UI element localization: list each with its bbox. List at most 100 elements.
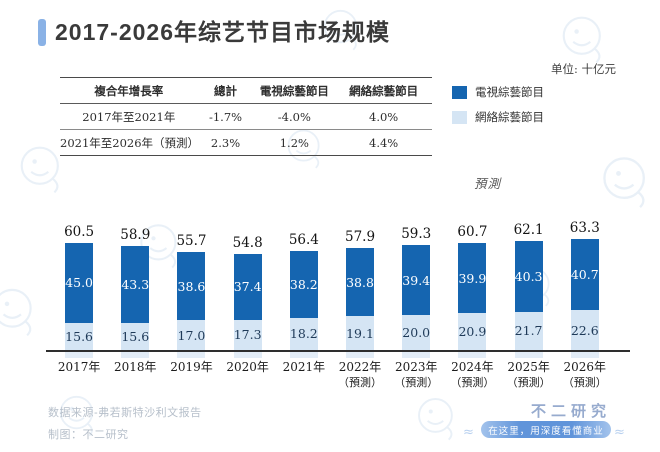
stacked-bar: 40.7 22.6 — [570, 238, 599, 350]
bar-reflection — [570, 352, 599, 358]
x-axis-year: 2024年 — [451, 360, 494, 374]
x-axis-year: 2020年 — [226, 360, 269, 374]
bar-segment-web: 18.2 — [289, 317, 318, 350]
x-axis-label: 2025年 （預測） — [501, 352, 557, 390]
table-cell: 2017年至2021年 — [82, 109, 176, 124]
bar-group: 57.9 38.8 19.1 — [332, 229, 388, 350]
stacked-bar: 43.3 15.6 — [121, 246, 150, 350]
bar-segment-tv: 45.0 — [65, 243, 94, 323]
bar-segment-tv: 39.9 — [458, 243, 487, 314]
table-cell: 2.3% — [210, 135, 241, 150]
bar-reflection — [346, 352, 375, 358]
table-header-row: 複合年增長率 總計 電視綜藝節目 網絡綜藝節目 — [60, 78, 432, 104]
watermark-logo-icon — [59, 395, 94, 437]
bar-total-label: 63.3 — [569, 219, 600, 236]
bar-total-label: 56.4 — [288, 231, 319, 248]
bar-segment-web: 15.6 — [65, 322, 94, 350]
x-axis-label: 2024年 （預測） — [444, 352, 500, 390]
stacked-bar: 39.9 20.9 — [458, 243, 487, 350]
x-axis-forecast-note: （預測） — [394, 375, 439, 389]
bar-group: 55.7 38.6 17.0 — [163, 233, 219, 350]
chart-credit-text: 制图：不二研究 — [48, 429, 129, 441]
page-title: 2017-2026年综艺节目市场规模 — [55, 19, 390, 45]
x-axis-year: 2025年 — [507, 360, 550, 374]
publisher-logo: 不二研究 — [530, 403, 611, 420]
table-header-cell: 網絡綜藝節目 — [349, 83, 419, 98]
stacked-bar: 40.3 21.7 — [514, 240, 543, 350]
bar-total-label: 60.7 — [457, 224, 488, 240]
bar-segment-web: 15.6 — [121, 322, 150, 350]
title-accent-bar — [38, 19, 46, 46]
publisher-slogan: 在这里，用深度看懂商业 — [481, 421, 611, 438]
x-axis-year: 2019年 — [170, 360, 213, 374]
bar-group: 60.5 45.0 15.6 — [51, 224, 107, 350]
data-source-text: 数据来源-弗若斯特沙利文报告 — [48, 407, 202, 419]
bar-segment-tv: 38.2 — [289, 250, 318, 318]
x-axis-label: 2017年 — [51, 352, 107, 390]
bar-chart: 60.5 45.0 15.6 58.9 43.3 15.6 55.7 38.6 17.0 54.8… — [51, 220, 613, 350]
bar-reflection — [177, 352, 206, 358]
legend-swatch — [452, 85, 467, 99]
bar-reflection — [402, 352, 431, 358]
x-axis-year: 2023年 — [394, 360, 438, 374]
x-axis-year: 2021年 — [282, 360, 326, 374]
legend-item-tv: 電視綜藝節目 — [452, 84, 544, 100]
watermark-logo-icon — [140, 224, 177, 269]
bar-group: 62.1 40.3 21.7 — [501, 222, 557, 350]
bar-segment-web: 20.9 — [458, 313, 487, 350]
watermark-logo-icon — [0, 288, 32, 337]
table-header-cell: 總計 — [214, 83, 238, 98]
x-axis-forecast-note: （預測） — [450, 375, 495, 389]
bar-reflection — [233, 352, 262, 358]
bar-segment-tv: 43.3 — [121, 246, 150, 323]
stacked-bar: 38.2 18.2 — [289, 250, 318, 350]
bar-segment-tv: 37.4 — [233, 253, 262, 320]
x-axis-year: 2026年 — [563, 360, 607, 374]
stacked-bar: 38.8 19.1 — [346, 248, 375, 350]
bar-group: 59.3 39.4 20.0 — [388, 226, 444, 350]
x-axis-label: 2022年 （預測） — [332, 352, 388, 390]
x-axis-label: 2020年 — [220, 352, 276, 390]
bar-segment-web: 20.0 — [402, 314, 431, 350]
bar-group: 60.7 39.9 20.9 — [444, 224, 500, 350]
bar-segment-tv: 40.7 — [570, 238, 599, 311]
table-header-cell: 複合年增長率 — [94, 83, 164, 98]
stacked-bar: 45.0 15.6 — [65, 243, 94, 350]
forecast-note: 預測 — [474, 176, 502, 191]
bar-group: 56.4 38.2 18.2 — [276, 232, 332, 350]
watermark-logo-icon — [20, 146, 59, 194]
bar-reflection — [514, 352, 543, 358]
bar-total-label: 54.8 — [232, 234, 263, 251]
slogan-wing-icon: ≈ — [614, 425, 625, 440]
table-cell: -1.7% — [208, 109, 243, 124]
x-axis-line — [46, 350, 630, 352]
bar-total-label: 59.3 — [401, 226, 432, 243]
x-axis-label: 2021年 — [276, 352, 332, 390]
watermark-logo-icon — [603, 157, 645, 209]
cagr-table: 複合年增長率 總計 電視綜藝節目 網絡綜藝節目 2017年至2021年 -1.7… — [60, 77, 432, 156]
bar-total-label: 58.9 — [120, 227, 151, 244]
x-axis-label: 2023年 （預測） — [388, 352, 444, 390]
table-cell: 1.2% — [279, 135, 309, 150]
bar-group: 63.3 40.7 22.6 — [557, 220, 613, 350]
bar-segment-web: 21.7 — [514, 311, 543, 350]
watermark-logo-icon — [323, 9, 358, 51]
bar-segment-tv: 40.3 — [514, 240, 543, 312]
x-axis-year: 2022年 — [338, 360, 382, 374]
x-axis-labels: 2017年 2018年 2019年 2020年 2021年 2022年 （預測） 2023年（… — [51, 352, 613, 390]
stacked-bar: 37.4 17.3 — [233, 253, 262, 350]
bar-segment-web: 17.0 — [177, 320, 206, 350]
x-axis-forecast-note: （預測） — [506, 375, 551, 389]
x-axis-year: 2017年 — [57, 360, 101, 374]
stacked-bar: 39.4 20.0 — [402, 245, 431, 350]
table-header-cell: 電視綜藝節目 — [259, 83, 329, 98]
bar-total-label: 60.5 — [64, 224, 95, 241]
watermark-logo-icon — [562, 16, 601, 64]
watermark-logo-icon — [418, 398, 453, 441]
legend-label: 電視綜藝節目 — [475, 85, 544, 99]
bar-segment-tv: 39.4 — [402, 245, 431, 315]
unit-label: 单位: 十亿元 — [551, 62, 617, 76]
table-cell: 4.4% — [369, 135, 399, 150]
x-axis-label: 2018年 — [107, 352, 163, 390]
